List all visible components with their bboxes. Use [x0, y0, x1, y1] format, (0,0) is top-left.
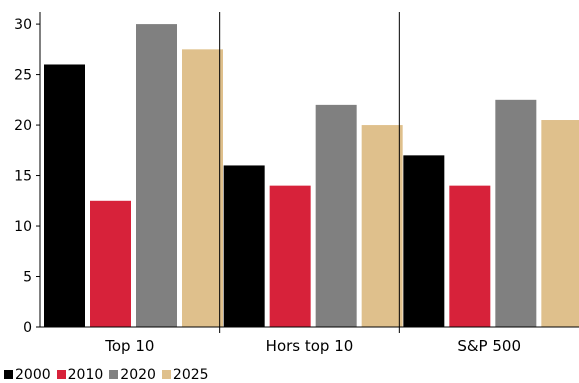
legend-label: 2025: [172, 366, 209, 383]
bar-2010-2: [269, 185, 311, 327]
legend-item-2025: 2025: [161, 366, 209, 383]
bar-2010-1: [90, 200, 131, 327]
legend-label: 2020: [120, 366, 156, 383]
legend-item-2000: 2000: [4, 367, 51, 383]
y-tick-label: 15: [14, 169, 32, 185]
legend-label: 2010: [67, 366, 104, 383]
bar-2025-1: [182, 49, 223, 327]
legend-swatch: [4, 370, 13, 379]
legend: 2000 2010 2020 2025: [4, 366, 211, 383]
chart: 0 5 10 15 20 25 30 Top 10 Hors top 10 S&P 500: [14, 12, 579, 355]
y-tick-label: 10: [14, 219, 32, 235]
y-tick-label: 0: [23, 320, 32, 336]
legend-swatch: [109, 370, 119, 379]
legend-swatch: [161, 370, 171, 379]
bar-2025-3: [541, 120, 579, 327]
category-label: Hors top 10: [266, 337, 354, 355]
bar-2000-3: [403, 155, 445, 327]
legend-item-2010: 2010: [56, 366, 104, 383]
bar-2020-3: [495, 99, 537, 328]
bar-2000-2: [223, 165, 265, 327]
bar-2020-2: [315, 104, 357, 327]
bar-2010-3: [449, 185, 491, 327]
y-tick-label: 30: [14, 17, 32, 33]
legend-item-2020: 2020: [109, 367, 156, 383]
y-tick-label: 25: [14, 68, 32, 84]
legend-swatch: [56, 370, 66, 379]
category-label: Top 10: [104, 337, 154, 355]
bar-2000-1: [44, 64, 85, 327]
category-label: S&P 500: [457, 337, 521, 355]
y-tick-label: 5: [23, 270, 32, 286]
y-tick-label: 20: [14, 118, 32, 134]
bar-2025-2: [361, 125, 403, 327]
bar-2020-1: [136, 24, 177, 328]
legend-label: 2000: [15, 366, 51, 383]
